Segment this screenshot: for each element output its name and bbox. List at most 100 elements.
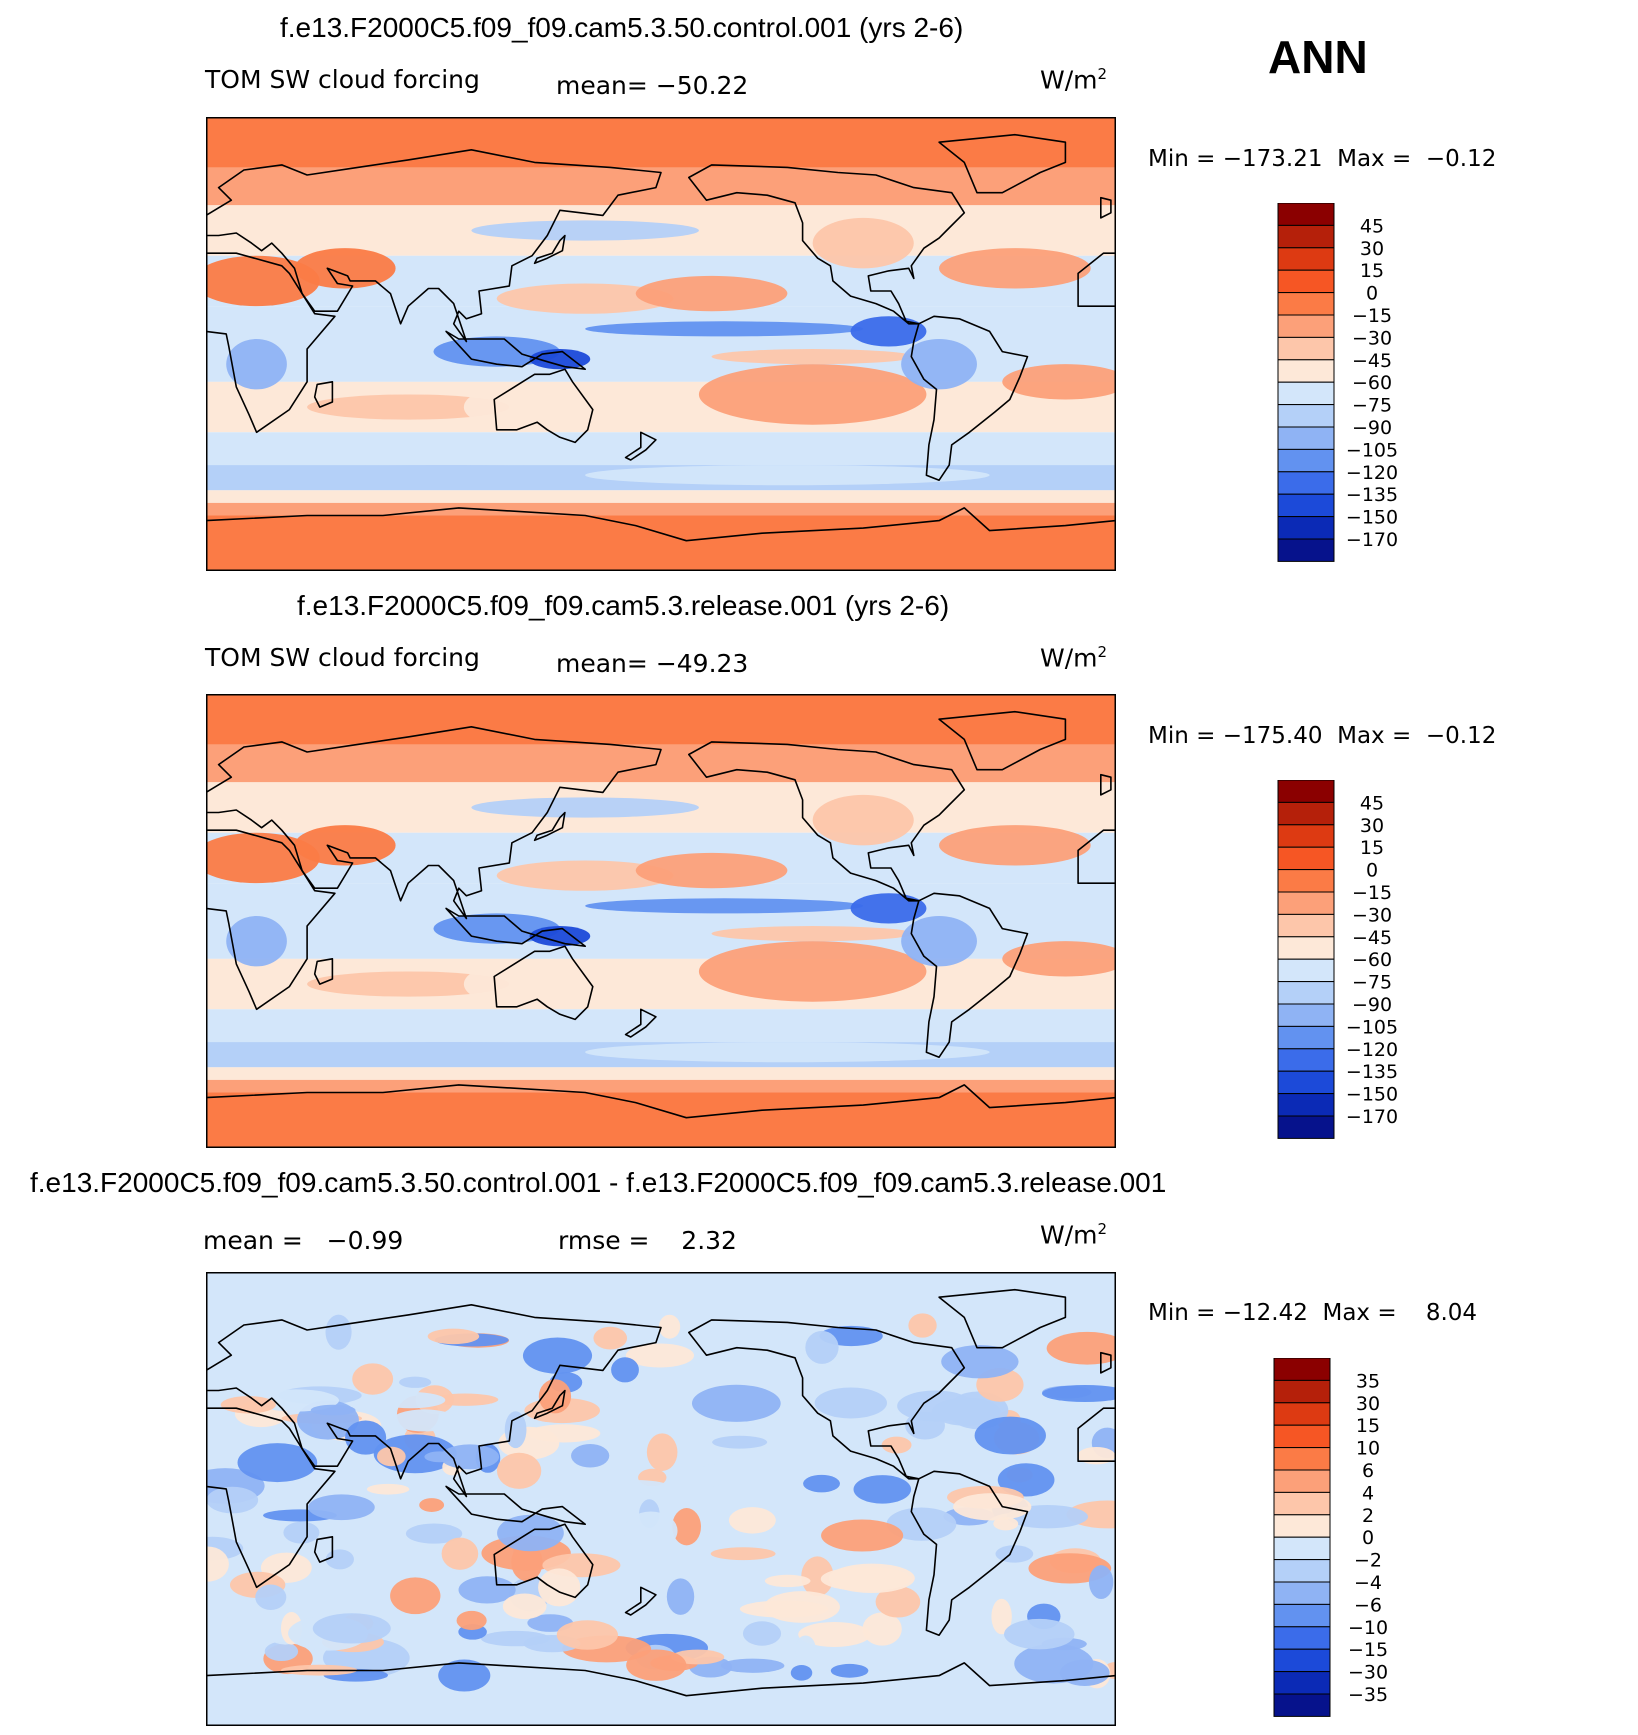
colorbar-tick-label: −60 (1352, 372, 1392, 394)
field-contour (974, 1416, 1046, 1455)
coastline (624, 1008, 657, 1038)
field-contour (294, 248, 396, 289)
colorbar-tick-label: 15 (1360, 837, 1384, 859)
panel-3-minmax: Min = −12.42 Max = 8.04 (1148, 1300, 1478, 1326)
field-contour (795, 1635, 816, 1664)
colorbar-tick-label: −35 (1348, 1684, 1388, 1706)
coastline (533, 234, 566, 265)
field-contour (522, 1337, 593, 1374)
field-contour (881, 1436, 912, 1454)
field-contour (585, 321, 864, 337)
colorbar-swatch (1277, 936, 1335, 960)
field-contour (711, 349, 914, 365)
field-contour (814, 1387, 887, 1419)
colorbar-swatch (1277, 426, 1335, 450)
field-contour (646, 1433, 678, 1471)
field-contour (798, 1621, 871, 1647)
field-contour (886, 1507, 957, 1541)
panel-3-units: W/m2 (1040, 1220, 1108, 1250)
field-contour (1077, 1447, 1116, 1465)
field-contour (352, 1363, 394, 1395)
colorbar-swatch (1277, 1003, 1335, 1027)
colorbar-tick-label: −120 (1346, 1039, 1398, 1061)
colorbar-tick-label: −150 (1346, 1084, 1398, 1106)
field-band (206, 515, 1116, 571)
colorbar-tick-label: 15 (1356, 1415, 1380, 1437)
field-contour (427, 1328, 480, 1345)
field-contour (399, 1376, 432, 1388)
field-contour (624, 1511, 678, 1551)
field-contour (862, 1612, 902, 1646)
panel-1-units: W/m2 (1040, 65, 1108, 95)
coastline (313, 1536, 334, 1563)
colorbar-swatch (1273, 1671, 1331, 1695)
field-contour (939, 248, 1091, 289)
field-contour (538, 1568, 581, 1607)
field-contour (206, 1616, 241, 1643)
field-contour (711, 926, 914, 942)
field-contour (672, 1508, 701, 1546)
colorbar-tick-label: 15 (1360, 260, 1384, 282)
field-band (206, 883, 1116, 959)
field-contour (926, 1459, 969, 1495)
field-contour (698, 364, 927, 425)
coastline (206, 1084, 1116, 1148)
field-contour (666, 1578, 695, 1615)
coastline (445, 330, 586, 370)
colorbar-tick-label: −4 (1354, 1572, 1382, 1594)
coastline (206, 829, 336, 1011)
colorbar-swatch (1277, 471, 1335, 495)
field-contour (585, 465, 990, 486)
coastline (910, 892, 1029, 1058)
coastline (624, 1586, 657, 1616)
field-contour (850, 893, 927, 924)
panel-3-mean: mean = −0.99 (203, 1226, 404, 1255)
coastline (1077, 829, 1116, 884)
field-contour (626, 1649, 687, 1681)
coastline (938, 1288, 1067, 1349)
coastline (1077, 252, 1116, 307)
colorbar-tick-label: 30 (1360, 815, 1384, 837)
field-contour (939, 825, 1091, 866)
colorbar-swatch (1277, 224, 1335, 249)
field-contour (458, 1576, 516, 1604)
field-contour (391, 1409, 457, 1432)
colorbar-tick-label: −90 (1352, 417, 1392, 439)
panel-1-variable: TOM SW cloud forcing (205, 65, 480, 94)
colorbar-tick-label: 0 (1366, 283, 1378, 305)
colorbar-swatch (1277, 869, 1335, 893)
colorbar-tick-label: 2 (1362, 1505, 1374, 1527)
colorbar-swatch (1277, 981, 1335, 1005)
colorbar-tick-label: −120 (1346, 462, 1398, 484)
field-contour (739, 1600, 829, 1618)
panel-1-mean: mean= −50.22 (556, 71, 749, 100)
field-contour (853, 1475, 912, 1504)
field-contour (830, 1663, 869, 1678)
field-contour (1002, 941, 1116, 977)
colorbar-swatch (1273, 1693, 1331, 1717)
field-contour (611, 1357, 639, 1383)
colorbar-tick-label: −15 (1348, 1639, 1388, 1661)
field-contour (941, 1345, 1019, 1379)
field-contour (908, 1313, 937, 1338)
field-contour (803, 1474, 840, 1493)
panel-2-minmax: Min = −175.40 Max = −0.12 (1148, 723, 1497, 749)
field-contour (496, 283, 674, 314)
colorbar-tick-label: −15 (1352, 305, 1392, 327)
field-contour (395, 1475, 440, 1490)
colorbar-tick-label: −15 (1352, 882, 1392, 904)
coastline (493, 1523, 594, 1599)
field-contour (471, 220, 699, 241)
field-contour (635, 275, 788, 312)
field-band (206, 1092, 1116, 1148)
field-contour (790, 1665, 813, 1681)
field-band (206, 432, 1116, 466)
colorbar-tick-label: −170 (1346, 529, 1398, 551)
field-contour (310, 1404, 356, 1416)
coastline (206, 252, 336, 434)
coastline (206, 1407, 336, 1589)
colorbar-swatch (1277, 1115, 1335, 1139)
panel-2-colorbar: 4530150−15−30−45−60−75−90−105−120−135−15… (1277, 780, 1398, 1139)
field-contour (571, 1443, 610, 1468)
